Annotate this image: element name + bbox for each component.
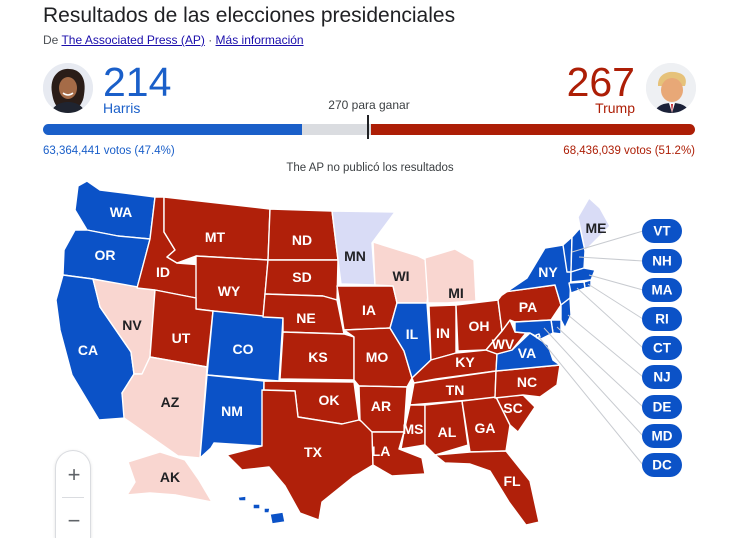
callout-line-dc xyxy=(537,335,644,466)
state-nj[interactable] xyxy=(560,297,572,329)
state-ct[interactable] xyxy=(568,281,586,294)
state-pill-ri[interactable]: RI xyxy=(642,307,682,331)
state-pill-bg-dc xyxy=(642,453,682,477)
state-in[interactable] xyxy=(428,304,457,361)
state-pill-ma[interactable]: MA xyxy=(642,278,682,302)
harris-popular-votes: 63,364,441 votos (47.4%) xyxy=(43,145,175,157)
state-pill-bg-nj xyxy=(642,365,682,389)
state-label-hi: HI xyxy=(238,507,252,523)
state-pill-bg-ri xyxy=(642,307,682,331)
state-pill-md[interactable]: MD xyxy=(642,424,682,448)
state-pill-label-dc: DC xyxy=(652,458,672,473)
state-mi[interactable] xyxy=(424,248,477,304)
state-md[interactable] xyxy=(514,319,554,340)
state-nd[interactable] xyxy=(267,208,339,261)
state-pill-label-vt: VT xyxy=(653,224,671,239)
trump-name: Trump xyxy=(595,100,635,116)
state-pill-vt[interactable]: VT xyxy=(642,219,682,243)
state-ma[interactable] xyxy=(570,267,596,283)
callout-line-ct xyxy=(576,287,644,349)
state-pill-bg-md xyxy=(642,424,682,448)
callout-line-de xyxy=(556,326,644,408)
state-ar[interactable] xyxy=(358,385,408,433)
harris-bar-segment xyxy=(43,124,303,135)
source-link[interactable]: The Associated Press (AP) xyxy=(61,33,205,47)
trump-popular-votes: 68,436,039 votos (51.2%) xyxy=(563,145,695,157)
state-pill-bg-ma xyxy=(642,278,682,302)
trump-bar-segment xyxy=(371,124,695,135)
state-ga[interactable] xyxy=(461,396,511,453)
harris-name: Harris xyxy=(103,100,141,116)
state-pill-bg-ct xyxy=(642,336,682,360)
state-pill-nj[interactable]: NJ xyxy=(642,365,682,389)
state-pill-bg-nh xyxy=(642,249,682,273)
harris-electoral-votes: 214 xyxy=(103,59,172,105)
page-title: Resultados de las elecciones presidencia… xyxy=(43,4,456,27)
source-separator: · xyxy=(208,33,213,47)
state-pill-label-nh: NH xyxy=(652,254,672,269)
results-note: The AP no publicó los resultados xyxy=(286,162,454,174)
state-mt[interactable] xyxy=(163,196,271,264)
zoom-control: + − xyxy=(55,450,91,538)
state-pill-de[interactable]: DE xyxy=(642,395,682,419)
state-pill-label-md: MD xyxy=(652,429,673,444)
state-pill-label-nj: NJ xyxy=(653,370,670,385)
source-line: De The Associated Press (AP) · Más infor… xyxy=(43,33,304,47)
state-wy[interactable] xyxy=(195,255,269,318)
state-co[interactable] xyxy=(206,310,284,382)
state-ak[interactable] xyxy=(126,451,213,503)
more-info-link[interactable]: Más información xyxy=(215,33,304,47)
state-nm[interactable] xyxy=(199,374,265,459)
callout-line-vt xyxy=(571,230,644,253)
callout-line-nj xyxy=(567,314,644,378)
state-ia[interactable] xyxy=(336,285,398,331)
state-pill-bg-vt xyxy=(642,219,682,243)
zoom-in-button[interactable]: + xyxy=(67,462,81,487)
state-pill-bg-de xyxy=(642,395,682,419)
state-pill-nh[interactable]: NH xyxy=(642,249,682,273)
state-ks[interactable] xyxy=(279,331,355,381)
state-pill-dc[interactable]: DC xyxy=(642,453,682,477)
state-al[interactable] xyxy=(424,400,469,456)
electoral-vote-bar xyxy=(43,124,695,135)
harris-avatar xyxy=(43,63,93,113)
state-pill-label-ri: RI xyxy=(655,312,669,327)
state-hi[interactable] xyxy=(237,495,286,525)
state-tx[interactable] xyxy=(226,389,374,521)
state-pill-label-de: DE xyxy=(653,400,672,415)
trump-avatar xyxy=(646,63,696,113)
zoom-divider xyxy=(62,497,84,498)
zoom-out-button[interactable]: − xyxy=(67,508,81,533)
threshold-marker xyxy=(366,115,369,139)
callout-line-ri xyxy=(587,283,644,320)
state-pill-label-ct: CT xyxy=(653,341,672,356)
callout-line-ma xyxy=(588,274,644,291)
trump-electoral-votes: 267 xyxy=(566,59,635,105)
source-prefix: De xyxy=(43,33,59,47)
threshold-label: 270 para ganar xyxy=(328,98,410,112)
callout-line-md xyxy=(543,327,644,437)
state-fl[interactable] xyxy=(434,450,540,526)
state-pill-ct[interactable]: CT xyxy=(642,336,682,360)
state-pill-label-ma: MA xyxy=(652,283,673,298)
callout-line-nh xyxy=(578,256,644,262)
